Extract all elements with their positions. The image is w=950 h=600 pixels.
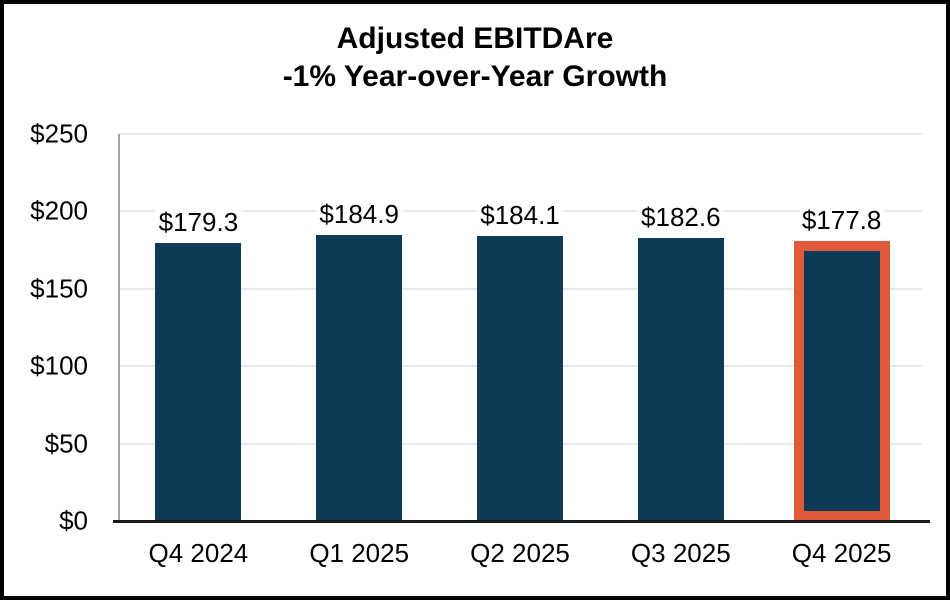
y-axis-tick-label: $0 bbox=[59, 505, 88, 536]
bar-value-label: $177.8 bbox=[798, 204, 885, 235]
chart-title: Adjusted EBITDAre -1% Year-over-Year Gro… bbox=[4, 20, 946, 96]
y-axis-tick-label: $200 bbox=[30, 195, 88, 226]
bar-value-label: $184.1 bbox=[477, 200, 563, 230]
bar bbox=[637, 238, 724, 521]
y-axis-tick-label: $100 bbox=[30, 350, 88, 381]
x-axis-category-label: Q4 2024 bbox=[148, 538, 249, 568]
x-axis-category-label: Q4 2025 bbox=[791, 538, 892, 568]
chart-title-line2: -1% Year-over-Year Growth bbox=[282, 60, 668, 93]
gridline bbox=[118, 133, 922, 135]
highlighted-bar bbox=[793, 240, 890, 521]
x-axis-category-label: Q2 2025 bbox=[470, 538, 570, 568]
plot-area: $0 $50 $100 $150 $200 $250 $179.3 Q4 2024 $184.9… bbox=[4, 4, 946, 596]
bar-value-label: $184.9 bbox=[316, 198, 402, 229]
y-axis-tick-label: $150 bbox=[30, 273, 88, 304]
y-axis-tick-label: $50 bbox=[44, 428, 88, 459]
x-axis-line bbox=[113, 520, 930, 523]
x-axis-category-label: Q1 2025 bbox=[309, 538, 410, 568]
bar bbox=[477, 236, 563, 521]
bar-value-label: $179.3 bbox=[155, 207, 242, 238]
bar bbox=[316, 234, 403, 521]
bar-value-label: $182.6 bbox=[638, 202, 724, 233]
y-axis-tick-label: $250 bbox=[30, 118, 88, 149]
chart-title-line1: Adjusted EBITDAre bbox=[336, 22, 614, 55]
bar bbox=[155, 243, 242, 521]
y-axis-line bbox=[118, 134, 120, 521]
x-axis-category-label: Q3 2025 bbox=[630, 538, 731, 568]
